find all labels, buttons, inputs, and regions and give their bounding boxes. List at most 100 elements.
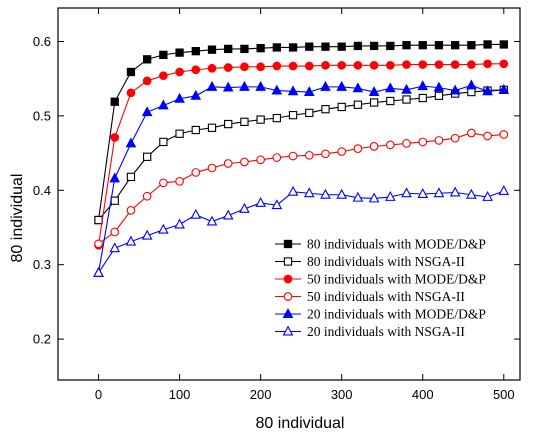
series-1-point — [499, 40, 508, 49]
series-6-point — [222, 209, 234, 220]
series-3-point — [483, 59, 492, 69]
series-1-point — [483, 40, 492, 49]
series-1-point — [369, 41, 379, 51]
series-2-point — [288, 110, 298, 120]
series-4-point — [240, 157, 249, 167]
series-2-point — [369, 98, 379, 107]
series-5-point — [449, 84, 461, 95]
series-6-point — [498, 185, 510, 195]
series-3-point — [304, 61, 314, 71]
series-4-point — [304, 150, 314, 160]
x-axis-title: 80 individual — [256, 415, 345, 432]
series-6-point — [271, 199, 283, 210]
series-5-point — [174, 92, 185, 103]
series-6-point — [158, 223, 169, 234]
series-3-point — [256, 62, 265, 72]
x-tick-label: 0 — [95, 387, 102, 402]
series-2-point — [159, 137, 168, 147]
series-1-point — [240, 44, 249, 54]
series-6-point — [206, 215, 218, 226]
legend-label: 50 individuals with NSGA-II — [307, 289, 465, 304]
series-5-point — [466, 79, 477, 90]
x-tick-label: 400 — [412, 387, 434, 402]
series-1-point — [467, 41, 476, 50]
series-2-point — [272, 113, 281, 123]
series-6-point — [466, 188, 477, 199]
series-3-point — [321, 60, 330, 70]
legend-marker — [283, 292, 293, 301]
series-4-point — [321, 149, 330, 159]
series-6-point — [303, 187, 315, 198]
series-5-point — [482, 85, 493, 96]
legend-label: 80 individuals with NSGA-II — [307, 254, 465, 269]
series-1-point — [353, 41, 363, 51]
series-6-point — [190, 208, 202, 219]
series-6-point — [336, 188, 348, 199]
series-1-point — [305, 42, 314, 51]
series-1-point — [402, 41, 411, 50]
series-line-1 — [97, 43, 504, 221]
series-3-point — [223, 63, 233, 72]
series-2-point — [353, 100, 363, 109]
series-4-point — [191, 168, 201, 177]
series-3-point — [272, 61, 282, 71]
series-3-point — [191, 65, 201, 75]
series-4-point — [142, 191, 152, 201]
series-5-point — [320, 80, 331, 91]
series-6-point — [239, 202, 250, 213]
series-3-point — [142, 76, 152, 86]
series-6-point — [352, 191, 364, 202]
series-2-point — [402, 95, 411, 104]
series-1-point — [288, 43, 298, 52]
series-2-point — [256, 115, 265, 124]
series-4-point — [467, 128, 476, 138]
legend-marker — [283, 257, 293, 266]
series-2-point — [224, 119, 233, 129]
series-5-point — [336, 80, 348, 91]
series-6-point — [417, 188, 429, 198]
series-4-point — [353, 144, 363, 153]
series-1-point — [337, 42, 346, 51]
series-1-point — [256, 44, 265, 53]
y-tick-label: 0.4 — [33, 183, 51, 198]
series-6-point — [93, 266, 104, 277]
series-1-point — [175, 48, 184, 57]
series-3-point — [175, 67, 184, 77]
series-6-point — [287, 185, 299, 196]
series-4-point — [450, 133, 460, 143]
series-5-point — [206, 80, 218, 91]
series-6-point — [174, 218, 185, 229]
series-3-point — [369, 60, 379, 70]
series-5-point — [109, 172, 121, 183]
series-2-point — [386, 96, 395, 106]
legend-marker — [282, 325, 294, 336]
series-3-point — [288, 61, 298, 71]
series-5-point — [271, 84, 283, 95]
series-3-point — [499, 59, 509, 69]
series-3-point — [434, 60, 444, 69]
series-5-point — [255, 80, 266, 91]
series-6-point — [109, 242, 121, 253]
series-2-point — [321, 105, 330, 114]
series-5-point — [287, 85, 299, 96]
series-1-point — [224, 44, 233, 54]
series-1-point — [321, 42, 330, 51]
series-5-point — [368, 86, 380, 97]
series-1-point — [110, 97, 119, 106]
series-1-point — [434, 41, 444, 50]
legend-marker — [283, 274, 293, 284]
series-2-point — [143, 152, 152, 161]
series-6-point — [320, 188, 331, 199]
series-6-point — [433, 187, 445, 198]
series-4-point — [288, 151, 298, 161]
series-3-point — [337, 60, 347, 70]
series-3-point — [402, 60, 411, 69]
series-3-point — [159, 71, 168, 81]
series-5-point — [401, 83, 412, 94]
series-3-point — [126, 88, 136, 98]
series-4-point — [483, 131, 492, 141]
series-6-point — [141, 229, 153, 240]
series-4-point — [175, 177, 184, 186]
series-6-point — [482, 191, 493, 201]
